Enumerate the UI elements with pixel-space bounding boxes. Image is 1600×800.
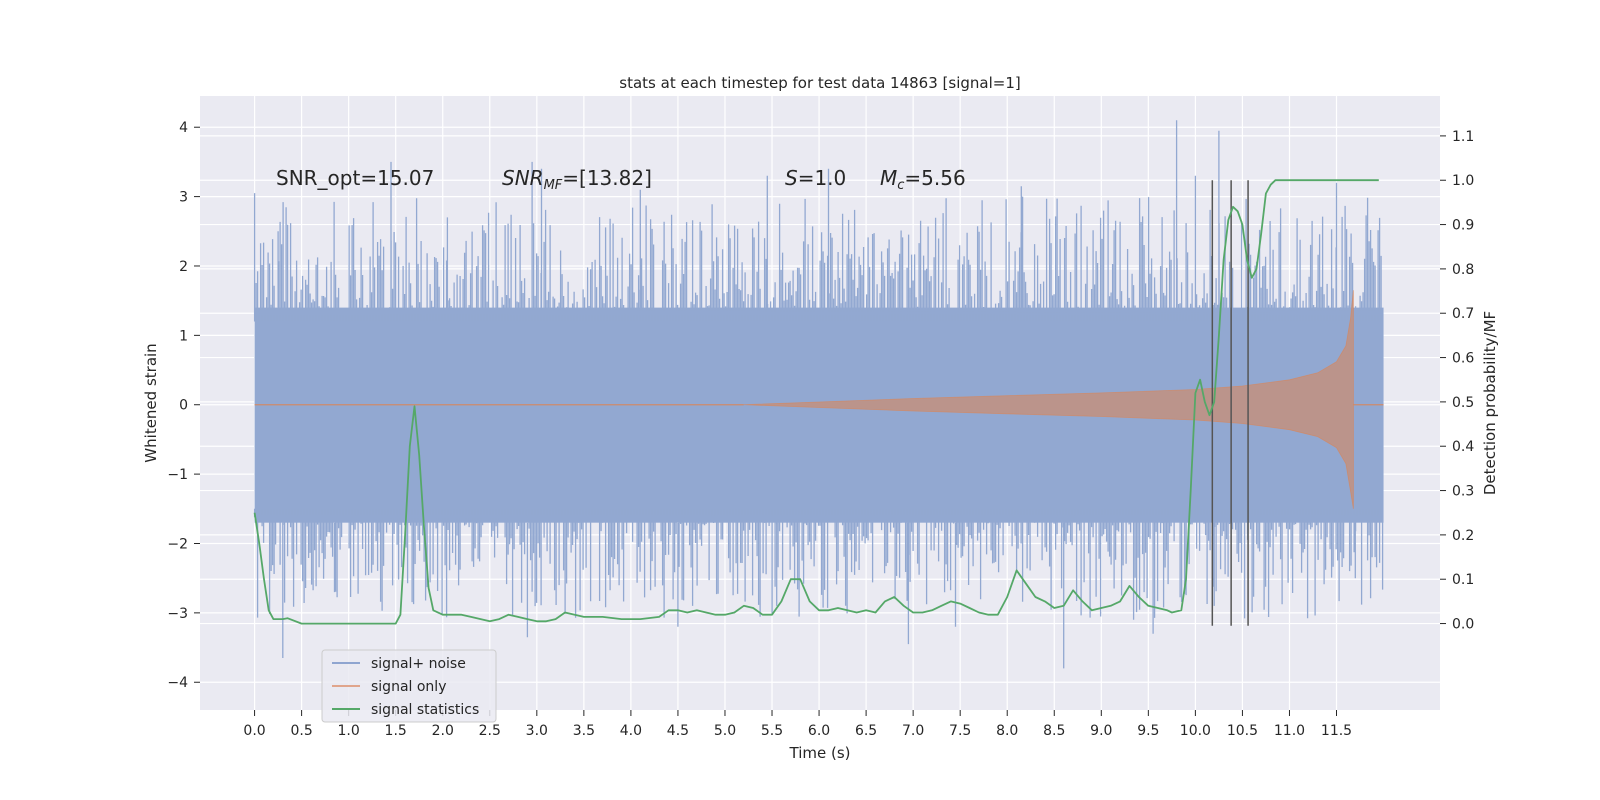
annotation-snr-mf-value: =[13.82]	[562, 166, 652, 190]
annotation-snr-mf-sub: MF	[544, 178, 563, 193]
x-tick-label: 2.5	[479, 723, 501, 739]
annotation-s-value: =1.0	[798, 166, 847, 190]
annotation-snr-mf: SNRMF=[13.82]	[502, 166, 652, 193]
annotation-snr-mf-main: SNR	[502, 166, 544, 190]
right-tick-label: 1.0	[1452, 173, 1474, 189]
left-axis-label: Whitened strain	[142, 343, 160, 462]
stats-line	[253, 179, 1379, 625]
x-tick-label: 0.0	[243, 723, 265, 739]
right-tick-label: 0.7	[1452, 306, 1474, 322]
x-tick-label: 6.0	[808, 723, 830, 739]
stats-series-layer	[253, 179, 1379, 625]
left-tick-label: −4	[167, 675, 188, 691]
legend: signal+ noise signal only signal statist…	[321, 649, 497, 723]
x-tick-label: 1.5	[385, 723, 407, 739]
x-tick-label: 3.0	[526, 723, 548, 739]
signal-envelope	[743, 290, 1354, 509]
x-tick-label: 7.0	[902, 723, 924, 739]
legend-label-signal: signal only	[371, 679, 446, 695]
annotation-s: S=1.0	[785, 166, 846, 190]
x-tick-label: 11.5	[1321, 723, 1352, 739]
right-tick-label: 0.2	[1452, 528, 1474, 544]
x-tick-label: 8.5	[1043, 723, 1065, 739]
x-tick-label: 1.0	[338, 723, 360, 739]
x-axis-ticks: 0.0 0.5 1.0 1.5 2.0 2.5 3.0 3.5 4.0 4.5 5.0 5.5 6.0 6…	[243, 710, 1352, 739]
left-tick-label: 2	[179, 259, 188, 275]
annotation-snr-opt: SNR_opt=15.07	[276, 166, 434, 190]
left-tick-label: 1	[179, 328, 188, 344]
annotation-mc: Mc=5.56	[880, 166, 966, 193]
x-tick-label: 0.5	[290, 723, 312, 739]
annotation-s-main: S	[785, 166, 798, 190]
annotation-mc-sub: c	[897, 178, 904, 193]
left-tick-label: 4	[179, 120, 188, 136]
annotation-mc-main: M	[880, 166, 897, 190]
right-tick-label: 0.3	[1452, 484, 1474, 500]
x-tick-label: 11.0	[1274, 723, 1305, 739]
right-axis-ticks: 1.1 1.0 0.9 0.8 0.7 0.6 0.5 0.4 0.3 0.2 0.1 0.0	[1440, 129, 1474, 633]
legend-label-noise: signal+ noise	[371, 656, 466, 672]
right-axis-label: Detection probability/MF	[1481, 311, 1499, 495]
legend-label-stats: signal statistics	[371, 702, 479, 718]
x-tick-label: 9.0	[1090, 723, 1112, 739]
right-tick-label: 0.9	[1452, 218, 1474, 234]
x-tick-label: 7.5	[949, 723, 971, 739]
x-tick-label: 3.5	[573, 723, 595, 739]
right-tick-label: 0.0	[1452, 617, 1474, 633]
left-tick-label: 3	[179, 190, 188, 206]
annotation-mc-value: =5.56	[904, 166, 965, 190]
x-tick-label: 8.0	[996, 723, 1018, 739]
left-tick-label: 0	[179, 398, 188, 414]
chart-title: stats at each timestep for test data 148…	[619, 74, 1020, 92]
right-tick-label: 1.1	[1452, 129, 1474, 145]
left-tick-label: −1	[167, 467, 188, 483]
legend-box	[321, 649, 497, 723]
x-axis-label: Time (s)	[789, 744, 851, 762]
noise-upper-spikes	[253, 120, 1384, 322]
x-tick-label: 4.0	[620, 723, 642, 739]
right-tick-label: 0.5	[1452, 395, 1474, 411]
left-tick-label: −2	[167, 536, 188, 552]
x-tick-label: 9.5	[1137, 723, 1159, 739]
x-tick-label: 6.5	[855, 723, 877, 739]
x-tick-label: 4.5	[667, 723, 689, 739]
right-tick-label: 0.6	[1452, 351, 1474, 367]
right-tick-label: 0.4	[1452, 439, 1474, 455]
vertical-markers-layer	[1211, 180, 1249, 626]
x-tick-label: 2.0	[432, 723, 454, 739]
left-tick-label: −3	[167, 606, 188, 622]
right-tick-label: 0.8	[1452, 262, 1474, 278]
x-tick-label: 10.5	[1227, 723, 1258, 739]
x-tick-label: 5.0	[714, 723, 736, 739]
right-tick-label: 0.1	[1452, 572, 1474, 588]
x-tick-label: 5.5	[761, 723, 783, 739]
signal-series-layer	[254, 290, 1384, 509]
left-axis-ticks: 4 3 2 1 0 −1 −2 −3 −4	[167, 120, 200, 691]
x-tick-label: 10.0	[1180, 723, 1211, 739]
